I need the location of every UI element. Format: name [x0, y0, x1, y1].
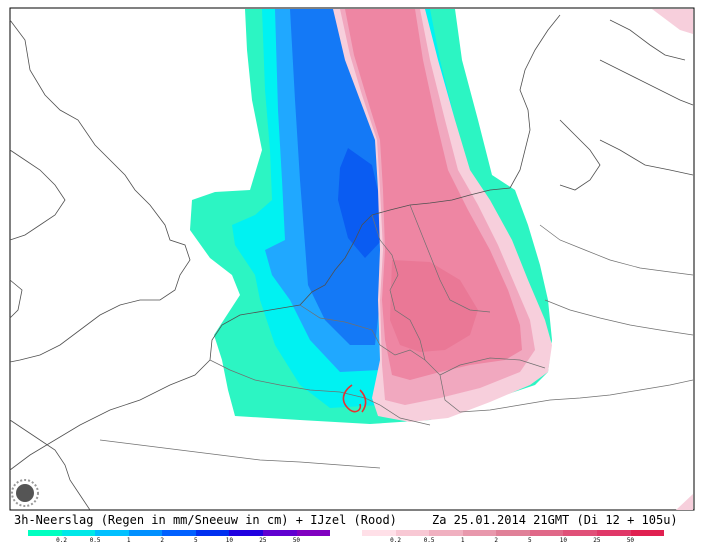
- ice-scale-swatch: [395, 530, 430, 536]
- rain-scale-ticks: 0.2 0.5 1 2 5 10 25 50: [28, 536, 330, 545]
- rain-color-scale: 0.2 0.5 1 2 5 10 25 50: [28, 530, 331, 545]
- rain-scale-swatch: [28, 530, 62, 536]
- ice-scale-tick-label: 0.5: [423, 537, 435, 544]
- rain-scale-tick-label: 1: [126, 537, 131, 544]
- rain-scale-swatch: [95, 530, 129, 536]
- rain-scale-swatch: [61, 530, 96, 536]
- rain-scale-tick-label: 50: [292, 537, 301, 544]
- ice-scale-swatch: [529, 530, 564, 536]
- ice-scale-tick-label: 1: [460, 537, 465, 544]
- ice-scale-tick-label: 2: [494, 537, 499, 544]
- ice-area-main: [345, 9, 522, 380]
- ice-color-scale: 0.2 0.5 1 2 5 10 25 50: [362, 530, 665, 545]
- rain-scale-swatch: [229, 530, 263, 536]
- ice-scale-swatch: [596, 530, 631, 536]
- ice-scale-swatch: [429, 530, 463, 536]
- map-caption-left: 3h-Neerslag (Regen in mm/Sneeuw in cm) +…: [14, 513, 397, 527]
- coastlines: [9, 14, 694, 511]
- rain-area-deep: [338, 148, 382, 258]
- ice-area-dark: [390, 260, 478, 352]
- ice-scale-tick-label: 0.2: [390, 537, 401, 544]
- ice-scale-tick-label: 10: [559, 537, 567, 544]
- ice-patch-top-right: [652, 9, 693, 34]
- rain-scale-tick-label: 10: [225, 537, 233, 544]
- map-caption-right: Za 25.01.2014 21GMT (Di 12 + 105u): [432, 513, 678, 527]
- ice-scale-tick-label: 5: [527, 537, 532, 544]
- ice-scale-swatch: [630, 530, 665, 536]
- country-borders: [99, 204, 694, 469]
- ice-scale-swatch: [496, 530, 530, 536]
- ice-scale-swatch: [362, 530, 396, 536]
- ice-scale-ticks: 0.2 0.5 1 2 5 10 25 50: [362, 536, 664, 545]
- rain-scale-tick-label: 25: [259, 537, 267, 544]
- ice-scale-swatch: [462, 530, 497, 536]
- rain-scale-swatch: [128, 530, 163, 536]
- ice-scale-tick-label: 50: [626, 537, 635, 544]
- rain-scale-tick-label: 2: [160, 537, 165, 544]
- ice-scale-swatch: [563, 530, 597, 536]
- rain-scale-swatch: [296, 530, 331, 536]
- rain-scale-tick-label: 5: [193, 537, 198, 544]
- rain-scale-swatch: [195, 530, 230, 536]
- sun-gear-logo-icon: [11, 479, 39, 507]
- rain-scale-tick-label: 0.5: [89, 537, 101, 544]
- rain-scale-tick-label: 0.2: [56, 537, 67, 544]
- rain-scale-bar: [28, 530, 331, 536]
- ice-patch-bottom-right: [676, 494, 693, 510]
- freezing-rain-contour: [342, 384, 367, 413]
- rain-scale-swatch: [262, 530, 297, 536]
- ice-scale-bar: [362, 530, 665, 536]
- rain-scale-swatch: [162, 530, 196, 536]
- ice-scale-tick-label: 25: [593, 537, 601, 544]
